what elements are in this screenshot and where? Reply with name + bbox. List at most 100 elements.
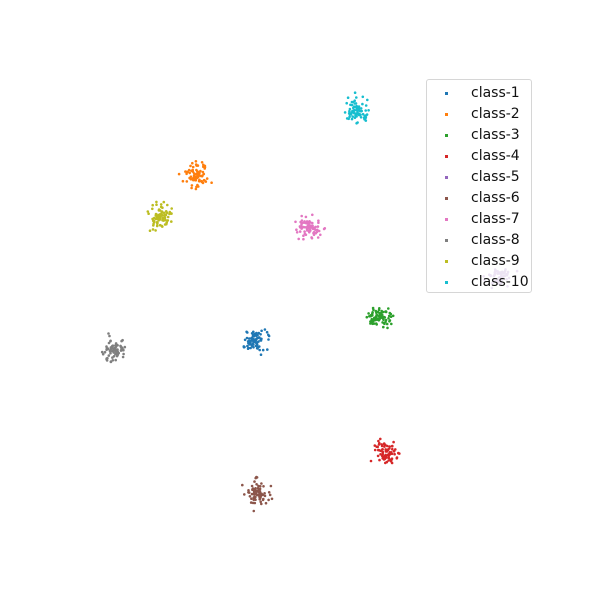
point-class-2 bbox=[187, 168, 191, 172]
point-class-4 bbox=[369, 459, 373, 463]
point-class-10 bbox=[351, 115, 355, 118]
point-class-3 bbox=[369, 314, 372, 318]
point-class-8 bbox=[122, 348, 125, 352]
point-class-1 bbox=[254, 344, 258, 348]
point-class-6 bbox=[270, 497, 274, 501]
legend-item: class-4 bbox=[427, 146, 531, 167]
legend-label: class-5 bbox=[471, 169, 520, 185]
point-class-4 bbox=[373, 448, 377, 452]
point-class-10 bbox=[345, 101, 349, 105]
point-class-6 bbox=[263, 492, 266, 495]
point-class-9 bbox=[166, 215, 170, 219]
legend-marker-icon bbox=[445, 281, 448, 284]
point-class-1 bbox=[258, 336, 261, 339]
point-class-10 bbox=[365, 113, 369, 116]
legend-item: class-2 bbox=[427, 104, 531, 125]
point-class-6 bbox=[249, 501, 253, 504]
point-class-9 bbox=[169, 212, 173, 215]
legend-item: class-1 bbox=[427, 83, 531, 104]
point-class-7 bbox=[314, 228, 317, 232]
point-class-3 bbox=[369, 322, 372, 325]
point-class-4 bbox=[390, 457, 394, 461]
point-class-7 bbox=[316, 225, 320, 228]
point-class-6 bbox=[250, 484, 254, 488]
point-class-2 bbox=[196, 170, 200, 174]
point-class-9 bbox=[165, 221, 168, 224]
point-class-2 bbox=[197, 179, 201, 183]
point-class-7 bbox=[317, 219, 320, 222]
point-class-7 bbox=[304, 215, 308, 219]
point-class-9 bbox=[155, 200, 158, 204]
point-class-8 bbox=[100, 350, 104, 354]
legend-label: class-10 bbox=[471, 274, 529, 290]
point-class-8 bbox=[109, 339, 112, 343]
legend-item: class-3 bbox=[427, 125, 531, 146]
point-class-10 bbox=[355, 108, 359, 112]
point-class-8 bbox=[122, 352, 125, 356]
point-class-8 bbox=[123, 345, 127, 349]
series-class-8 bbox=[100, 332, 127, 364]
point-class-6 bbox=[262, 485, 265, 488]
legend-item: class-10 bbox=[427, 272, 531, 293]
point-class-2 bbox=[194, 175, 197, 179]
point-class-1 bbox=[246, 347, 250, 351]
point-class-8 bbox=[108, 350, 112, 353]
point-class-2 bbox=[195, 172, 198, 176]
point-class-9 bbox=[166, 203, 169, 207]
point-class-1 bbox=[256, 347, 259, 350]
point-class-7 bbox=[302, 234, 305, 237]
point-class-6 bbox=[259, 495, 262, 499]
point-class-7 bbox=[303, 232, 307, 236]
point-class-1 bbox=[258, 345, 261, 348]
point-class-6 bbox=[260, 482, 263, 485]
point-class-10 bbox=[362, 116, 366, 120]
point-class-2 bbox=[197, 185, 200, 188]
point-class-7 bbox=[313, 226, 317, 229]
point-class-2 bbox=[200, 174, 204, 178]
point-class-10 bbox=[348, 115, 351, 118]
point-class-6 bbox=[255, 491, 258, 494]
point-class-4 bbox=[375, 445, 379, 449]
point-class-9 bbox=[162, 211, 166, 215]
point-class-9 bbox=[155, 214, 159, 218]
point-class-3 bbox=[383, 322, 386, 326]
point-class-7 bbox=[317, 229, 321, 233]
point-class-3 bbox=[365, 315, 369, 319]
point-class-4 bbox=[377, 443, 381, 446]
point-class-4 bbox=[377, 439, 380, 443]
point-class-2 bbox=[201, 181, 205, 185]
point-class-3 bbox=[381, 310, 385, 314]
point-class-2 bbox=[194, 187, 198, 191]
point-class-8 bbox=[105, 357, 108, 361]
point-class-4 bbox=[381, 448, 384, 451]
point-class-4 bbox=[383, 445, 386, 448]
legend-marker-icon bbox=[445, 239, 448, 242]
point-class-10 bbox=[348, 109, 351, 113]
point-class-8 bbox=[115, 351, 118, 354]
point-class-6 bbox=[253, 495, 256, 499]
point-class-7 bbox=[308, 226, 311, 230]
point-class-8 bbox=[107, 341, 111, 345]
point-class-3 bbox=[386, 326, 389, 330]
legend-marker-icon bbox=[445, 155, 448, 158]
point-class-3 bbox=[381, 317, 385, 320]
point-class-8 bbox=[107, 354, 111, 357]
point-class-4 bbox=[386, 444, 389, 448]
point-class-4 bbox=[393, 452, 396, 456]
point-class-6 bbox=[264, 501, 268, 505]
point-class-7 bbox=[319, 233, 322, 237]
point-class-4 bbox=[382, 458, 386, 461]
point-class-9 bbox=[164, 210, 168, 213]
point-class-8 bbox=[110, 346, 114, 350]
point-class-10 bbox=[359, 116, 363, 119]
legend-marker-icon bbox=[445, 197, 448, 200]
point-class-10 bbox=[361, 95, 365, 99]
point-class-1 bbox=[267, 338, 270, 341]
point-class-4 bbox=[390, 452, 393, 455]
point-class-3 bbox=[376, 310, 379, 314]
point-class-10 bbox=[355, 112, 359, 115]
point-class-9 bbox=[146, 210, 150, 213]
point-class-7 bbox=[298, 225, 302, 228]
point-class-2 bbox=[203, 166, 207, 169]
